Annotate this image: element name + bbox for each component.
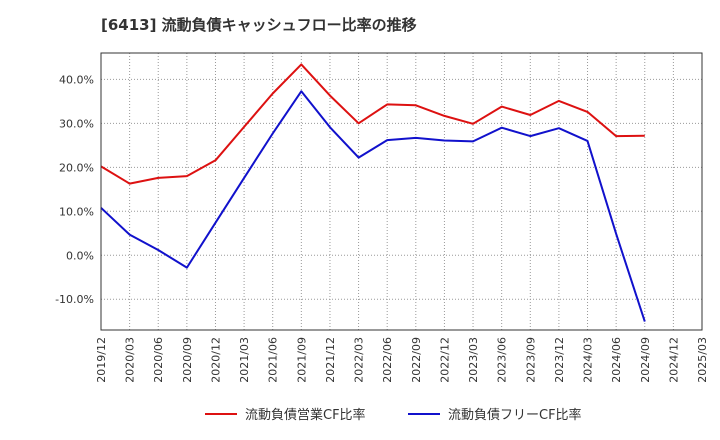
chart-title: [6413] 流動負債キャッシュフロー比率の推移	[101, 16, 417, 34]
x-axis-ticks: 2019/12 2020/03 2020/06 2020/09 2020/12 2021/…	[95, 337, 709, 383]
y-tick-label: 40.0%	[59, 73, 94, 86]
x-tick-label: 2021/12	[324, 337, 337, 383]
x-tick-label: 2020/03	[124, 337, 137, 383]
x-tick-label: 2024/06	[610, 337, 623, 383]
x-tick-label: 2024/12	[667, 337, 680, 383]
plot-area	[101, 53, 702, 330]
x-tick-label: 2019/12	[95, 337, 108, 383]
x-tick-label: 2021/06	[267, 337, 280, 383]
x-tick-label: 2021/03	[238, 337, 251, 383]
series-line	[100, 90, 646, 322]
x-tick-label: 2022/06	[381, 337, 394, 383]
y-tick-label: 0.0%	[66, 249, 94, 262]
x-tick-label: 2022/03	[353, 337, 366, 383]
legend-label: 流動負債営業CF比率	[245, 407, 366, 423]
y-tick-label: 30.0%	[59, 117, 94, 130]
plot-frame	[100, 52, 703, 331]
x-tick-label: 2021/09	[295, 337, 308, 383]
legend: 流動負債営業CF比率 流動負債フリーCF比率	[205, 407, 582, 423]
x-tick-label: 2023/03	[467, 337, 480, 383]
y-tick-label: 20.0%	[59, 161, 94, 174]
x-tick-label: 2023/09	[524, 337, 537, 383]
x-tick-label: 2023/12	[553, 337, 566, 383]
legend-label: 流動負債フリーCF比率	[448, 407, 582, 423]
x-tick-label: 2023/06	[496, 337, 509, 383]
x-tick-label: 2020/12	[209, 337, 222, 383]
x-tick-label: 2020/09	[181, 337, 194, 383]
series-line	[100, 63, 645, 185]
grid-lines	[101, 53, 702, 330]
x-tick-label: 2020/06	[152, 337, 165, 383]
x-tick-label: 2022/09	[410, 337, 423, 383]
x-tick-label: 2024/03	[582, 337, 595, 383]
y-tick-label: 10.0%	[59, 205, 94, 218]
y-tick-label: -10.0%	[55, 293, 94, 306]
y-axis-ticks: -10.0% 0.0% 10.0% 20.0% 30.0% 40.0%	[55, 73, 94, 306]
x-tick-label: 2022/12	[438, 337, 451, 383]
x-tick-label: 2025/03	[696, 337, 709, 383]
series-lines	[100, 63, 646, 322]
x-tick-label: 2024/09	[639, 337, 652, 383]
